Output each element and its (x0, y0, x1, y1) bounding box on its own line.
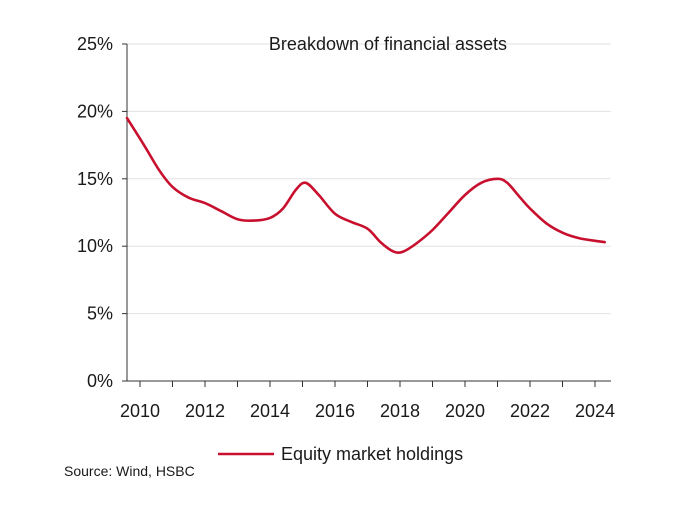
y-tick-label: 10% (77, 236, 113, 256)
x-tick-label: 2016 (315, 401, 355, 421)
y-tick-label: 20% (77, 101, 113, 121)
gridlines (127, 43, 611, 315)
x-tick-label: 2012 (185, 401, 225, 421)
y-tick-label: 5% (87, 304, 113, 324)
x-tick-label: 2022 (510, 401, 550, 421)
x-tick-label: 2010 (120, 401, 160, 421)
legend: Equity market holdings (218, 444, 463, 464)
x-tick-label: 2014 (250, 401, 290, 421)
axes (122, 43, 611, 387)
source-note: Source: Wind, HSBC (64, 463, 195, 479)
y-tick-label: 15% (77, 169, 113, 189)
y-tick-label: 0% (87, 371, 113, 391)
equity-market-holdings-line (125, 116, 606, 254)
legend-label: Equity market holdings (281, 444, 463, 464)
x-tick-label: 2018 (380, 401, 420, 421)
x-tick-label: 2020 (445, 401, 485, 421)
x-tick-label: 2024 (575, 401, 615, 421)
y-tick-label: 25% (77, 34, 113, 54)
chart-title: Breakdown of financial assets (269, 34, 507, 54)
y-tick-labels: 0% 5% 10% 15% 20% 25% (77, 34, 113, 391)
x-tick-labels: 2010 2012 2014 2016 2018 2020 2022 2024 (120, 401, 615, 421)
